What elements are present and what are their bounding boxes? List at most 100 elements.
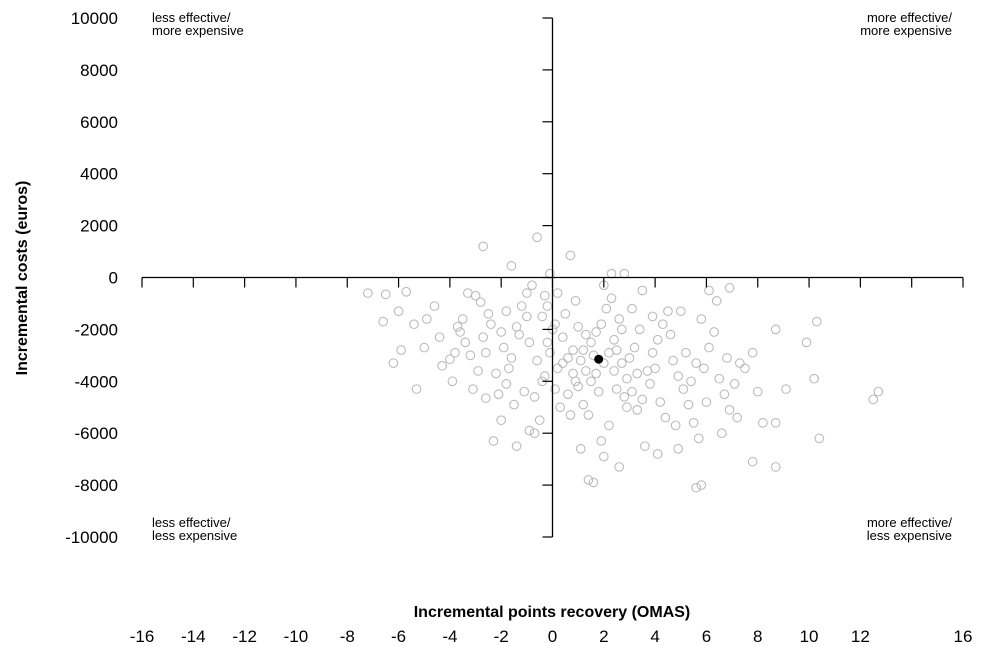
scatter-point	[624, 353, 635, 363]
x-tick-label: 8	[753, 627, 762, 646]
scatter-point	[557, 332, 568, 343]
scatter-point	[693, 433, 704, 444]
scatter-point	[570, 296, 581, 306]
scatter-point	[598, 451, 609, 462]
scatter-point	[563, 353, 573, 363]
scatter-point	[445, 354, 455, 365]
scatter-point	[498, 342, 509, 353]
scatter-point	[491, 368, 501, 379]
scatter-point	[542, 301, 553, 311]
scatter-point	[596, 436, 607, 446]
scatter-point	[645, 379, 655, 389]
scatter-point	[675, 306, 686, 317]
quadrant-label-top-right-line2: more expensive	[860, 23, 952, 38]
scatter-point	[501, 379, 512, 389]
x-tick-label: -14	[181, 627, 206, 646]
scatter-point	[709, 327, 719, 337]
x-axis-title: Incremental points recovery (OMAS)	[414, 604, 691, 621]
x-tick-label: 16	[954, 627, 973, 646]
scatter-point	[411, 384, 422, 394]
scatter-point	[691, 358, 702, 368]
scatter-point	[647, 311, 658, 322]
y-tick-label: -6000	[75, 424, 118, 443]
scatter-point	[809, 373, 820, 384]
scatter-point	[640, 441, 650, 452]
scatter-point	[660, 412, 671, 423]
scatter-point	[619, 392, 630, 402]
scatter-point	[591, 327, 601, 337]
scatter-point	[691, 482, 702, 493]
scatter-point	[699, 363, 709, 374]
x-tick-label: 12	[851, 627, 870, 646]
scatter-point	[655, 397, 666, 407]
scatter-point	[696, 480, 707, 490]
scatter-point	[532, 355, 542, 366]
scatter-point	[627, 303, 637, 314]
scatter-point	[634, 324, 645, 335]
y-tick-label: 2000	[80, 217, 118, 236]
scatter-point	[537, 311, 548, 322]
scatter-point	[814, 433, 825, 444]
scatter-point	[493, 389, 504, 400]
scatter-point	[678, 384, 689, 394]
quadrant-label-bottom-right-line2: less expensive	[867, 528, 952, 543]
scatter-point	[447, 376, 458, 387]
x-tick-label: -2	[494, 627, 509, 646]
scatter-point	[557, 358, 568, 368]
scatter-point	[480, 393, 491, 404]
scatter-point	[657, 319, 668, 330]
quadrant-label-bottom-left-line2: less expensive	[152, 528, 237, 543]
y-tick-label: -10000	[65, 528, 118, 547]
scatter-point	[604, 420, 614, 431]
scatter-point	[560, 308, 571, 319]
scatter-point	[747, 347, 758, 358]
scatter-point	[663, 306, 673, 317]
scatter-point	[486, 319, 496, 330]
scatter-point	[457, 314, 468, 324]
scatter-point	[770, 462, 781, 472]
y-tick-label: -4000	[75, 372, 118, 391]
mean-point	[594, 354, 604, 364]
scatter-point	[673, 443, 684, 454]
scatter-point	[455, 327, 465, 337]
scatter-point	[555, 402, 566, 413]
scatter-point	[539, 371, 550, 381]
scatter-point	[591, 368, 601, 379]
x-tick-label: 4	[650, 627, 659, 646]
scatter-point	[704, 285, 714, 296]
scatter-point	[501, 306, 512, 317]
scatter-point	[586, 337, 596, 348]
scatter-point	[614, 462, 625, 472]
scatter-point	[401, 286, 412, 297]
scatter-point	[704, 342, 714, 353]
scatter-point	[539, 290, 550, 301]
quadrant-label-bottom-right-line1: more effective/	[867, 515, 952, 530]
scatter-point	[380, 289, 391, 300]
scatter-point	[596, 319, 607, 330]
scatter-point	[724, 404, 735, 415]
scatter-point	[665, 329, 676, 340]
scatter-point	[552, 288, 563, 298]
scatter-point	[611, 384, 622, 394]
y-tick-label: -8000	[75, 476, 118, 495]
scatter-point	[550, 319, 560, 330]
scatter-point	[627, 386, 637, 397]
scatter-point	[606, 293, 617, 304]
scatter-point	[770, 324, 781, 335]
y-ticks	[542, 17, 553, 538]
scatter-point	[450, 347, 460, 358]
scatter-point	[506, 260, 517, 271]
scatter-point	[711, 296, 722, 306]
scatter-point	[868, 394, 879, 405]
scatter-point	[480, 347, 491, 358]
scatter-point	[409, 319, 419, 330]
scatter-point	[604, 347, 614, 358]
x-tick-label: 10	[800, 627, 819, 646]
scatter-point	[524, 337, 535, 348]
scatter-point	[637, 285, 648, 296]
scatter-point	[616, 358, 627, 368]
scatter-point	[519, 386, 530, 397]
scatter-point	[514, 329, 524, 340]
x-ticks	[141, 277, 964, 288]
scatter-point	[714, 373, 725, 384]
